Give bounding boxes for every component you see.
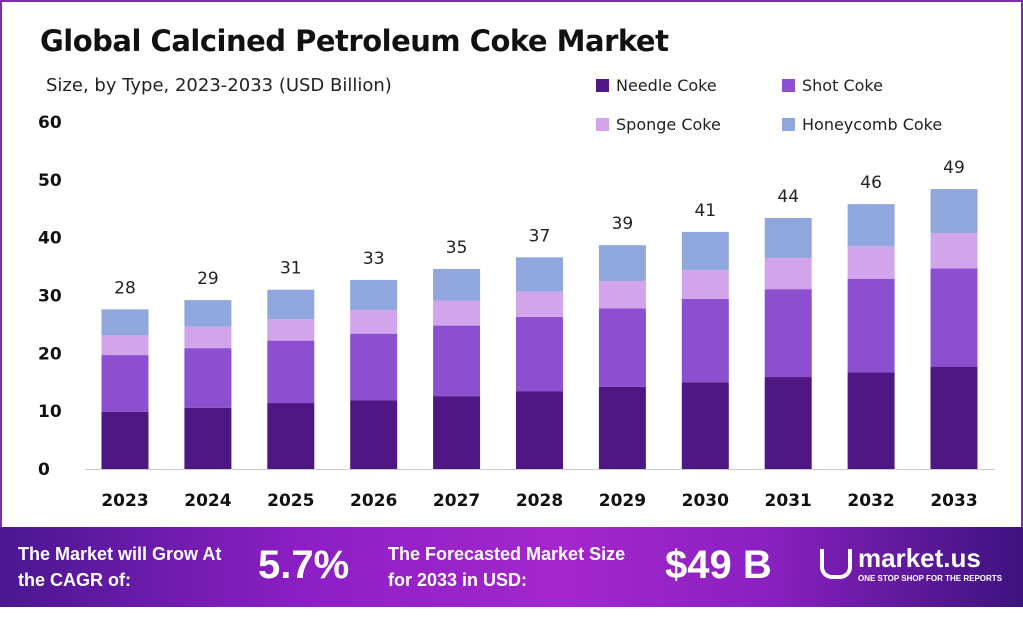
bar-segment [930, 366, 978, 469]
bar-segment [101, 335, 149, 356]
legend-item: Needle Coke [596, 76, 717, 95]
x-tick-label: 2029 [599, 491, 646, 511]
bar-segment [350, 279, 398, 310]
market-us-logo: market.us ONE STOP SHOP FOR THE REPORTS [820, 543, 1002, 584]
bar-segment [350, 400, 398, 469]
stacked-bar-chart: 0102030405060282023292024312025332026352… [38, 113, 995, 511]
bar-segment [184, 407, 232, 469]
bar-segment [681, 231, 729, 271]
legend-swatch [596, 79, 609, 92]
bar-segment [516, 391, 563, 469]
chart-frame [0, 0, 1023, 527]
bar-segment [930, 189, 978, 234]
bar-segment [847, 204, 895, 247]
total-label: 31 [280, 259, 302, 279]
cagr-label: The Market will Grow At the CAGR of: [18, 544, 222, 590]
legend-item: Shot Coke [782, 76, 883, 95]
bar-segment [101, 411, 149, 469]
bar-segment [516, 291, 563, 317]
y-tick-label: 30 [38, 287, 62, 307]
legend-label: Shot Coke [802, 76, 883, 95]
bar-segment [350, 309, 398, 334]
total-label: 29 [197, 269, 219, 289]
bar-segment [681, 382, 729, 469]
bar-segment [516, 257, 563, 292]
x-tick-label: 2027 [433, 491, 480, 511]
x-tick-label: 2026 [350, 491, 397, 511]
bar-segment [764, 257, 812, 290]
logo-icon [820, 548, 852, 579]
total-label: 28 [114, 278, 136, 298]
bar-segment [433, 396, 481, 469]
bar-segment [184, 348, 232, 408]
x-tick-label: 2025 [267, 491, 314, 511]
bar-segment [681, 298, 729, 383]
bar-segment [764, 218, 812, 258]
y-tick-label: 60 [38, 113, 62, 133]
x-tick-label: 2032 [847, 491, 894, 511]
x-tick-label: 2033 [930, 491, 977, 511]
total-label: 39 [612, 214, 634, 234]
total-label: 33 [363, 249, 385, 269]
bar-segment [598, 245, 646, 282]
logo-text: market.us [858, 543, 981, 573]
chart-title: Global Calcined Petroleum Coke Market [40, 24, 669, 58]
legend-label: Needle Coke [616, 76, 717, 95]
legend-item: Sponge Coke [596, 115, 721, 134]
bar-segment [930, 233, 978, 269]
forecast-value: $49 B [665, 543, 772, 587]
y-tick-label: 40 [38, 229, 62, 249]
bar-segment [101, 309, 149, 336]
x-tick-label: 2023 [101, 491, 148, 511]
bar-segment [598, 281, 646, 309]
logo-tagline: ONE STOP SHOP FOR THE REPORTS [858, 574, 1003, 583]
bar-segment [433, 268, 481, 301]
legend-item: Honeycomb Coke [782, 115, 942, 134]
bar-segment [350, 333, 398, 401]
legend-label: Honeycomb Coke [802, 115, 943, 134]
bar-segment [681, 270, 729, 299]
bar-segment [598, 308, 646, 387]
x-tick-label: 2031 [765, 491, 812, 511]
bar-segment [847, 278, 895, 373]
x-tick-label: 2028 [516, 491, 563, 511]
bar-segment [433, 325, 481, 397]
bar-segment [184, 300, 232, 327]
legend-swatch [596, 118, 609, 131]
bar-segment [267, 319, 315, 341]
bar-segment [598, 386, 646, 469]
x-tick-label: 2030 [682, 491, 729, 511]
chart-subtitle: Size, by Type, 2023-2033 (USD Billion) [46, 75, 392, 96]
total-label: 41 [694, 201, 716, 221]
total-label: 49 [943, 158, 965, 178]
forecast-label: The Forecasted Market Size for 2033 in U… [388, 544, 626, 590]
legend-swatch [782, 118, 795, 131]
bar-segment [516, 316, 563, 392]
y-tick-label: 0 [38, 460, 50, 480]
y-tick-label: 10 [38, 402, 62, 422]
total-label: 37 [529, 226, 551, 246]
bar-segment [847, 246, 895, 279]
total-label: 35 [446, 238, 468, 258]
total-label: 46 [860, 173, 882, 193]
bar-segment [184, 326, 232, 349]
bar-segment [847, 372, 895, 469]
x-tick-label: 2024 [184, 491, 231, 511]
bar-segment [764, 377, 812, 469]
bar-segment [764, 289, 812, 378]
summary-banner: The Market will Grow At the CAGR of: 5.7… [0, 527, 1023, 607]
total-label: 44 [777, 187, 799, 207]
bar-segment [267, 289, 315, 320]
y-tick-label: 50 [38, 171, 62, 191]
legend-swatch [782, 79, 795, 92]
bar-segment [267, 403, 315, 469]
bar-segment [101, 355, 149, 412]
bar-segment [433, 300, 481, 326]
cagr-value: 5.7% [258, 543, 350, 587]
y-tick-label: 20 [38, 344, 62, 364]
legend-label: Sponge Coke [616, 115, 721, 134]
bar-segment [930, 268, 978, 367]
bar-segment [267, 340, 315, 404]
